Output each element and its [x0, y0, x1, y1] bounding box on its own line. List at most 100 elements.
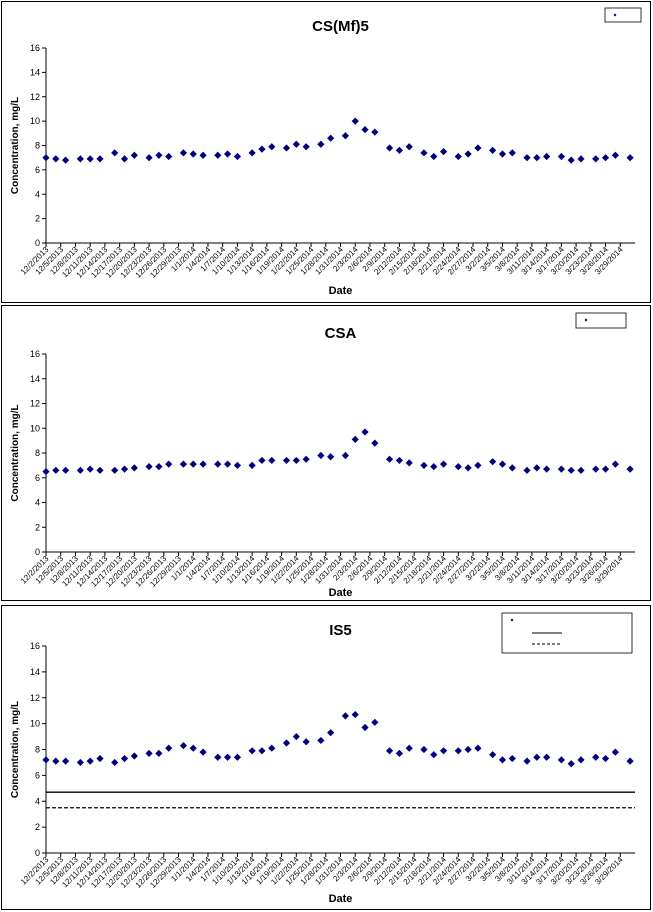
- data-point: [371, 128, 379, 136]
- chart-svg: IS5024681012141612/2/201312/5/201312/8/2…: [10, 612, 635, 905]
- data-point: [489, 146, 497, 154]
- data-point: [111, 466, 119, 474]
- data-point: [592, 465, 600, 473]
- data-point: [371, 439, 379, 447]
- y-tick-label: 8: [35, 745, 40, 755]
- y-tick-label: 12: [30, 92, 40, 102]
- data-point: [155, 749, 163, 757]
- data-point: [523, 466, 531, 474]
- y-tick-label: 6: [35, 770, 40, 780]
- data-point: [199, 151, 207, 159]
- data-point: [224, 150, 232, 158]
- data-point: [395, 749, 403, 757]
- y-tick-label: 16: [30, 641, 40, 651]
- data-point: [543, 152, 551, 161]
- legend-box: [604, 7, 642, 23]
- data-point: [439, 747, 448, 755]
- data-point: [268, 143, 276, 151]
- y-tick-label: 10: [30, 423, 40, 433]
- data-point: [498, 150, 507, 158]
- data-point: [341, 712, 350, 720]
- data-point: [626, 757, 634, 765]
- data-point: [420, 745, 428, 754]
- y-tick-label: 6: [35, 165, 40, 175]
- data-point: [523, 757, 531, 765]
- y-tick-label: 8: [35, 141, 40, 151]
- data-point: [248, 461, 256, 469]
- x-axis-label: Date: [329, 893, 353, 905]
- data-point: [508, 754, 516, 763]
- data-point: [395, 456, 403, 465]
- y-tick-label: 0: [35, 238, 40, 248]
- data-point: [214, 460, 222, 468]
- y-tick-label: 12: [30, 399, 40, 409]
- data-point: [302, 738, 310, 746]
- legend-marker: [584, 318, 588, 322]
- data-point: [327, 134, 335, 142]
- data-point: [317, 451, 325, 460]
- data-point: [145, 154, 153, 162]
- legend-marker: [510, 618, 514, 622]
- data-point: [155, 151, 163, 159]
- data-point: [464, 150, 472, 158]
- data-point: [189, 150, 197, 158]
- data-point: [327, 729, 335, 737]
- data-point: [405, 744, 413, 752]
- data-point: [567, 156, 575, 164]
- data-point: [233, 461, 242, 469]
- data-point: [317, 140, 325, 148]
- data-point: [385, 144, 394, 152]
- data-point: [523, 154, 531, 162]
- data-point: [165, 744, 173, 752]
- data-point: [385, 455, 394, 463]
- data-point: [543, 753, 551, 761]
- data-point: [52, 466, 60, 474]
- data-point: [577, 155, 585, 163]
- data-point: [430, 463, 438, 471]
- y-tick-label: 4: [35, 796, 40, 806]
- data-point: [282, 144, 291, 152]
- data-point: [601, 154, 610, 162]
- y-tick-label: 14: [30, 374, 40, 384]
- data-point: [361, 126, 369, 134]
- data-point: [454, 152, 462, 161]
- x-axis-label: Date: [329, 285, 353, 297]
- data-point: [557, 756, 565, 764]
- data-point: [533, 154, 541, 162]
- y-tick-label: 2: [35, 522, 40, 532]
- data-point: [199, 748, 207, 756]
- data-point: [567, 466, 575, 474]
- y-tick-label: 10: [30, 116, 40, 126]
- data-point: [464, 745, 472, 754]
- data-point: [62, 156, 70, 164]
- data-point: [626, 465, 634, 473]
- data-point: [341, 451, 350, 460]
- data-point: [351, 117, 359, 125]
- data-point: [179, 460, 188, 468]
- data-point: [592, 753, 600, 761]
- data-point: [292, 456, 300, 465]
- data-point: [327, 453, 335, 461]
- data-point: [120, 465, 129, 473]
- data-point: [282, 739, 291, 747]
- y-axis-label: Concentration, mg/L: [10, 404, 21, 501]
- data-point: [302, 455, 310, 463]
- data-point: [361, 723, 369, 732]
- data-point: [42, 756, 50, 764]
- data-point: [498, 756, 507, 764]
- data-point: [248, 149, 256, 157]
- y-tick-label: 2: [35, 822, 40, 832]
- data-point: [120, 155, 129, 163]
- data-point: [385, 747, 394, 755]
- chart-svg: CS(Mf)5024681012141612/2/201312/5/201312…: [10, 7, 642, 297]
- data-point: [405, 459, 413, 467]
- data-point: [371, 718, 379, 726]
- y-tick-label: 14: [30, 667, 40, 677]
- chart-panel-is5: IS5 0 2 4 6 8 10 12 14 16 12/2/2013 12/5/2013 12/8/2…: [1, 605, 651, 910]
- legend-marker: [613, 13, 617, 17]
- data-point: [224, 753, 232, 761]
- data-point: [567, 760, 575, 768]
- chart-title: IS5: [329, 622, 352, 639]
- y-tick-label: 14: [30, 67, 40, 77]
